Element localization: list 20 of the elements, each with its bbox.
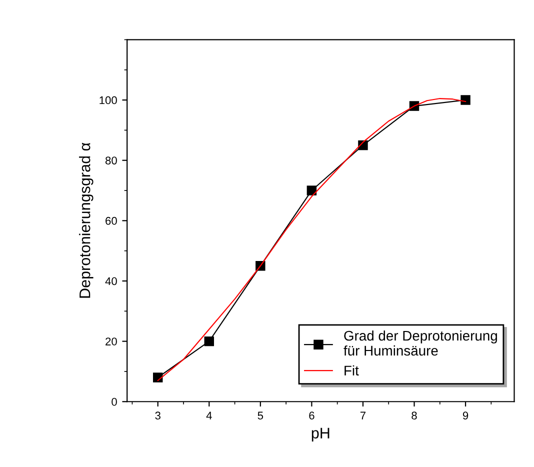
x-tick-label: 7 bbox=[360, 412, 366, 420]
y-tick-label: 100 bbox=[100, 96, 117, 104]
legend-label: Fit bbox=[344, 365, 359, 376]
y-tick-label: 20 bbox=[106, 338, 117, 346]
x-axis-title: pH bbox=[312, 428, 330, 442]
point bbox=[306, 186, 317, 196]
x-tick-label: 3 bbox=[155, 412, 160, 420]
point bbox=[204, 336, 214, 346]
x-tick-label: 8 bbox=[412, 412, 417, 420]
legend-label: Grad der Deprotonierung für Huminsäure bbox=[344, 330, 497, 356]
y-tick-label: 80 bbox=[105, 156, 117, 164]
y-tick-label: 40 bbox=[105, 277, 117, 286]
y-axis-title: Deprotonierungsgrad α bbox=[79, 142, 94, 298]
x-tick-label: 4 bbox=[206, 412, 212, 420]
y-tick-label: 60 bbox=[106, 216, 117, 225]
y-tick-label: 0 bbox=[112, 398, 117, 406]
x-tick-label: 5 bbox=[258, 412, 264, 420]
x-tick-label: 6 bbox=[309, 412, 314, 420]
point bbox=[460, 95, 470, 105]
x-tick-label: 9 bbox=[462, 412, 468, 420]
